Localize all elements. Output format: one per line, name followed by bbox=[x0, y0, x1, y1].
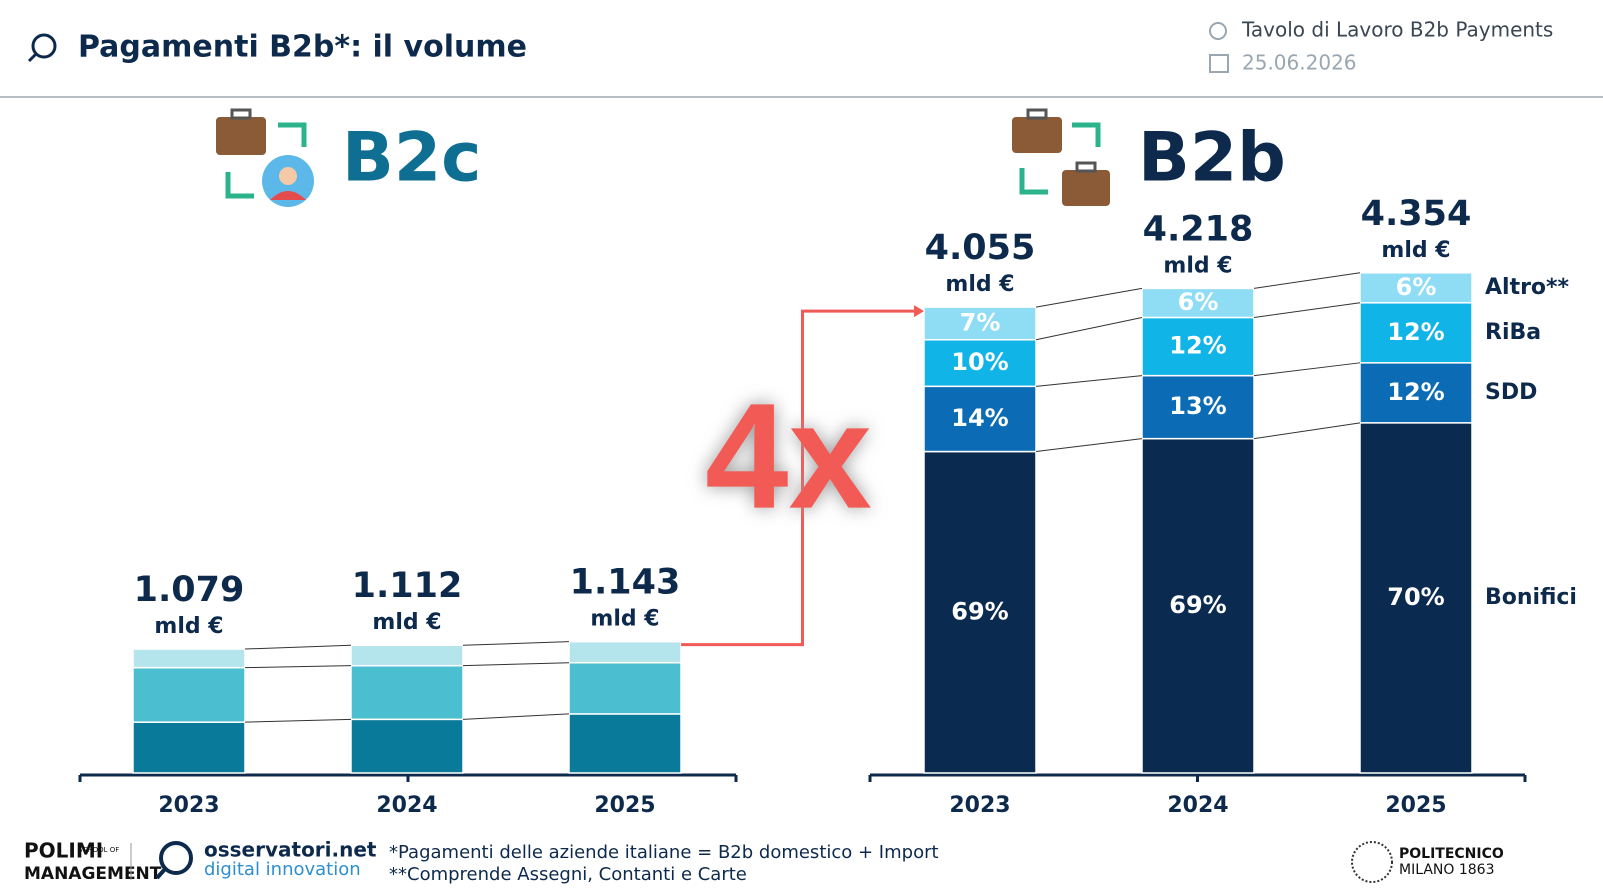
bar-segment bbox=[350, 664, 464, 721]
x-tick-label: 2025 bbox=[1385, 793, 1446, 818]
connector bbox=[1035, 316, 1143, 341]
bar-segment bbox=[1141, 316, 1255, 377]
politecnico-logo: POLITECNICO bbox=[1399, 846, 1504, 862]
bar-segment bbox=[1141, 287, 1255, 319]
connector bbox=[1253, 272, 1361, 289]
connector bbox=[1253, 302, 1361, 318]
connector bbox=[462, 713, 570, 720]
unit-label: mld € bbox=[1381, 238, 1450, 263]
b2c-icon bbox=[216, 108, 314, 207]
meeting-icon bbox=[1209, 22, 1227, 40]
chart-title: B2c bbox=[342, 119, 481, 198]
x-tick-label: 2024 bbox=[376, 793, 437, 818]
bar-segment bbox=[568, 640, 682, 664]
segment-label: 69% bbox=[951, 597, 1008, 625]
osservatori-logo: osservatori.net bbox=[204, 838, 377, 862]
b2b-icon bbox=[1012, 108, 1110, 206]
bar-segment bbox=[1359, 362, 1473, 424]
bar-segment bbox=[1359, 272, 1473, 304]
politecnico-seal bbox=[1351, 841, 1393, 883]
legend-label: Altro** bbox=[1485, 275, 1570, 300]
x-tick-label: 2025 bbox=[594, 793, 655, 818]
legend-label: Bonifici bbox=[1485, 585, 1577, 610]
bar-segment bbox=[350, 644, 464, 667]
total-label: 4.218 bbox=[1143, 209, 1254, 249]
bar-segment bbox=[923, 450, 1037, 774]
total-label: 1.143 bbox=[570, 563, 681, 603]
bar-segment bbox=[923, 385, 1037, 453]
politecnico-logo: MILANO 1863 bbox=[1399, 862, 1494, 878]
bar-segment bbox=[132, 666, 246, 723]
date-icon bbox=[1209, 54, 1229, 73]
unit-label: mld € bbox=[372, 610, 441, 635]
connector bbox=[1035, 375, 1143, 387]
total-label: 1.112 bbox=[352, 566, 463, 606]
meeting: Tavolo di Lavoro B2b Payments bbox=[1241, 18, 1553, 42]
osservatori-icon bbox=[155, 841, 193, 880]
annotation: 4x bbox=[705, 372, 872, 540]
connector bbox=[462, 641, 570, 646]
unit-label: mld € bbox=[590, 607, 659, 632]
bar-segment bbox=[1359, 422, 1473, 774]
connector bbox=[1253, 422, 1361, 440]
footnote: *Pagamenti delle aziende italiane = B2b … bbox=[389, 842, 939, 863]
connector bbox=[1035, 438, 1143, 453]
total-label: 4.354 bbox=[1361, 194, 1472, 234]
segment-label: 13% bbox=[1169, 392, 1226, 420]
x-tick-label: 2023 bbox=[158, 793, 219, 818]
arrow-head bbox=[914, 305, 924, 318]
legend-label: RiBa bbox=[1485, 320, 1541, 345]
segment-label: 69% bbox=[1169, 591, 1226, 619]
segment-label: 12% bbox=[1387, 318, 1444, 346]
total-label: 1.079 bbox=[134, 570, 245, 610]
date: 25.06.2026 bbox=[1242, 51, 1357, 75]
bar-segment bbox=[568, 713, 682, 774]
bar-segment bbox=[1141, 374, 1255, 440]
bar-segment bbox=[1359, 302, 1473, 364]
segment-label: 12% bbox=[1169, 332, 1226, 360]
bar-segment bbox=[1141, 437, 1255, 774]
segment-label: 6% bbox=[1396, 273, 1437, 301]
connector bbox=[244, 665, 352, 669]
unit-label: mld € bbox=[154, 614, 223, 639]
total-label: 4.055 bbox=[925, 228, 1036, 268]
x-tick-label: 2024 bbox=[1167, 793, 1228, 818]
polimi-logo: POLIMI bbox=[24, 839, 103, 863]
bar-segment bbox=[132, 648, 246, 669]
arrow bbox=[681, 309, 916, 647]
bar-segment bbox=[923, 338, 1037, 388]
segment-label: 7% bbox=[960, 308, 1001, 336]
unit-label: mld € bbox=[945, 272, 1014, 297]
header-icon bbox=[27, 33, 57, 63]
unit-label: mld € bbox=[1163, 253, 1232, 278]
bar-segment bbox=[568, 661, 682, 715]
connector bbox=[244, 644, 352, 650]
polimi-logo: SCHOOL OF bbox=[78, 846, 119, 854]
connector bbox=[462, 662, 570, 667]
connector bbox=[1253, 362, 1361, 377]
polimi-logo: MANAGEMENT bbox=[24, 864, 162, 884]
segment-label: 6% bbox=[1178, 288, 1219, 316]
bar-segment bbox=[350, 718, 464, 774]
segment-label: 12% bbox=[1387, 378, 1444, 406]
connector bbox=[1035, 287, 1143, 308]
bar-segment bbox=[132, 721, 246, 774]
segment-label: 10% bbox=[951, 348, 1008, 376]
footnote: **Comprende Assegni, Contanti e Carte bbox=[389, 864, 747, 885]
page-title: Pagamenti B2b*: il volume bbox=[78, 30, 527, 65]
legend-label: SDD bbox=[1485, 380, 1537, 405]
segment-label: 14% bbox=[951, 404, 1008, 432]
osservatori-logo: digital innovation bbox=[204, 859, 361, 880]
bar-segment bbox=[923, 306, 1037, 341]
connector bbox=[244, 718, 352, 723]
chart-title: B2b bbox=[1138, 119, 1286, 198]
segment-label: 70% bbox=[1387, 583, 1444, 611]
x-tick-label: 2023 bbox=[949, 793, 1010, 818]
